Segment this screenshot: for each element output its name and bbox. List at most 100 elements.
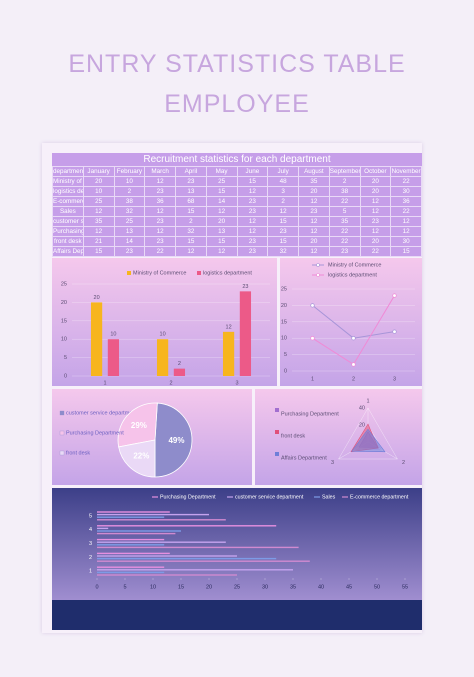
legend-label: Ministry of Commerce bbox=[133, 270, 186, 276]
table-cell: 12 bbox=[298, 216, 330, 227]
marker bbox=[310, 336, 315, 341]
x-tick-label: 2 bbox=[169, 380, 172, 386]
table-cell: 35 bbox=[298, 176, 330, 187]
y-tick-label: 20 bbox=[281, 303, 287, 309]
table-cell: 20 bbox=[359, 236, 392, 247]
table-cell: 15 bbox=[175, 236, 207, 247]
data-label: 12 bbox=[226, 324, 232, 330]
table-cell: 20 bbox=[359, 176, 392, 187]
bar bbox=[97, 513, 209, 516]
table-cell: 12 bbox=[236, 226, 269, 237]
table-cell: 10 bbox=[113, 176, 146, 187]
legend-label: Affairs Department bbox=[281, 455, 327, 461]
y-tick-label: 10 bbox=[61, 337, 67, 343]
x-tick-label: 50 bbox=[374, 584, 380, 590]
x-tick-label: 10 bbox=[150, 584, 156, 590]
legend-label: customer service department bbox=[235, 494, 304, 500]
table-cell: 12 bbox=[359, 196, 392, 207]
table-cell: 22 bbox=[144, 246, 176, 257]
table-cell: 23 bbox=[267, 226, 299, 237]
y-tick-label: 10 bbox=[281, 336, 287, 342]
table-cell: 2 bbox=[113, 186, 146, 197]
table-cell: 22 bbox=[328, 196, 361, 207]
panel bbox=[255, 389, 422, 485]
marker bbox=[351, 336, 356, 341]
table-cell: 23 bbox=[359, 216, 392, 227]
table-cell: 23 bbox=[236, 206, 269, 217]
bar bbox=[97, 569, 293, 571]
legend-swatch bbox=[275, 452, 279, 456]
table-cell: 23 bbox=[175, 176, 207, 187]
grid-ring bbox=[338, 407, 398, 460]
table-row: department/monthJanuaryFebruaryMarchApri… bbox=[52, 166, 422, 177]
y-tick-label: 5 bbox=[64, 355, 67, 361]
r-tick-label: 20 bbox=[359, 422, 365, 428]
bar bbox=[97, 527, 109, 530]
table-cell: 68 bbox=[175, 196, 207, 207]
table-cell: 38 bbox=[113, 196, 146, 207]
table-cell: 12 bbox=[390, 216, 422, 227]
x-tick-label: 40 bbox=[318, 584, 324, 590]
table-cell: 15 bbox=[267, 216, 299, 227]
table-cell: 36 bbox=[390, 196, 422, 207]
table-cell: 20 bbox=[205, 216, 238, 227]
table-cell: 30 bbox=[390, 186, 422, 197]
table-cell: 12 bbox=[236, 186, 269, 197]
table-cell: 2 bbox=[328, 176, 361, 187]
y-tick-label: 15 bbox=[61, 318, 67, 324]
legend-label: front desk bbox=[66, 450, 90, 456]
legend-label: logistics department bbox=[203, 270, 252, 276]
table-row: customer service department3525232201215… bbox=[52, 216, 422, 227]
table-cell: Ministry of commerce bbox=[52, 176, 84, 187]
legend-marker bbox=[316, 273, 320, 277]
table-cell: 12 bbox=[298, 246, 330, 257]
data-label: 20 bbox=[94, 295, 100, 301]
table-cell: 12 bbox=[144, 226, 176, 237]
bar bbox=[97, 519, 226, 521]
table-cell: March bbox=[144, 166, 176, 177]
table-cell: 23 bbox=[236, 246, 269, 257]
table-cell: 23 bbox=[144, 236, 176, 247]
bar bbox=[97, 560, 310, 562]
legend-swatch bbox=[59, 450, 65, 456]
legend-label: Ministry of Commerce bbox=[328, 262, 381, 268]
panel bbox=[52, 600, 422, 630]
table-cell: 38 bbox=[328, 186, 361, 197]
table-cell: 20 bbox=[82, 176, 115, 187]
y-tick-label: 5 bbox=[89, 513, 92, 519]
table-row: Affairs Department1523221212233212232215 bbox=[52, 246, 422, 257]
panel bbox=[52, 488, 422, 600]
table-cell: 3 bbox=[267, 186, 299, 197]
marker bbox=[392, 329, 397, 334]
table-cell: 23 bbox=[144, 186, 176, 197]
table-cell: 12 bbox=[205, 206, 238, 217]
table-cell: 13 bbox=[205, 226, 238, 237]
table-cell: September bbox=[328, 166, 361, 177]
x-tick-label: 5 bbox=[123, 584, 126, 590]
x-tick-label: 20 bbox=[206, 584, 212, 590]
table-row: E-commerce department2538366814232122212… bbox=[52, 196, 422, 207]
x-tick-label: 2 bbox=[352, 376, 355, 382]
x-tick-label: 25 bbox=[234, 584, 240, 590]
table-cell: Purchasing Department bbox=[52, 226, 84, 237]
table-cell: 22 bbox=[328, 226, 361, 237]
r-tick-label: 40 bbox=[359, 405, 365, 411]
bar bbox=[97, 571, 165, 574]
table-cell: Sales bbox=[52, 206, 84, 217]
bar bbox=[97, 557, 277, 560]
table-cell: 23 bbox=[144, 216, 176, 227]
table-cell: 12 bbox=[82, 206, 115, 217]
table-cell: 23 bbox=[328, 246, 361, 257]
table-cell: 2 bbox=[267, 196, 299, 207]
table-cell: 20 bbox=[359, 186, 392, 197]
table-cell: January bbox=[82, 166, 115, 177]
table-cell: 14 bbox=[113, 236, 146, 247]
table-row: Purchasing Department1213123213122312221… bbox=[52, 226, 422, 237]
table-cell: 12 bbox=[298, 226, 330, 237]
bar bbox=[222, 331, 235, 376]
x-tick-label: 30 bbox=[262, 584, 268, 590]
legend-label: Sales bbox=[322, 494, 336, 500]
bar bbox=[97, 541, 226, 543]
